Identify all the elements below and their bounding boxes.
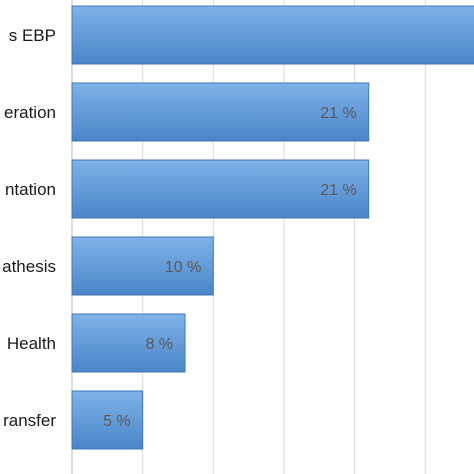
category-label: athesis <box>2 257 56 276</box>
bars <box>71 5 474 450</box>
data-label: 21 % <box>320 182 356 199</box>
bar <box>71 313 186 373</box>
labels: s EBP eration 21 % ntation 21 % athesis 10 % He… <box>2 26 357 430</box>
data-label: 5 % <box>103 413 131 430</box>
category-label: ransfer <box>3 411 56 430</box>
category-label: Health <box>7 334 56 353</box>
bar <box>71 82 370 142</box>
data-label: 8 % <box>145 336 173 353</box>
category-label: ntation <box>5 180 56 199</box>
data-label: 21 % <box>320 105 356 122</box>
category-label: eration <box>4 103 56 122</box>
bar <box>71 159 370 219</box>
data-label: 10 % <box>165 259 201 276</box>
bar <box>71 5 474 65</box>
bar <box>71 236 214 296</box>
bar <box>71 390 144 450</box>
category-label: s EBP <box>9 26 56 45</box>
